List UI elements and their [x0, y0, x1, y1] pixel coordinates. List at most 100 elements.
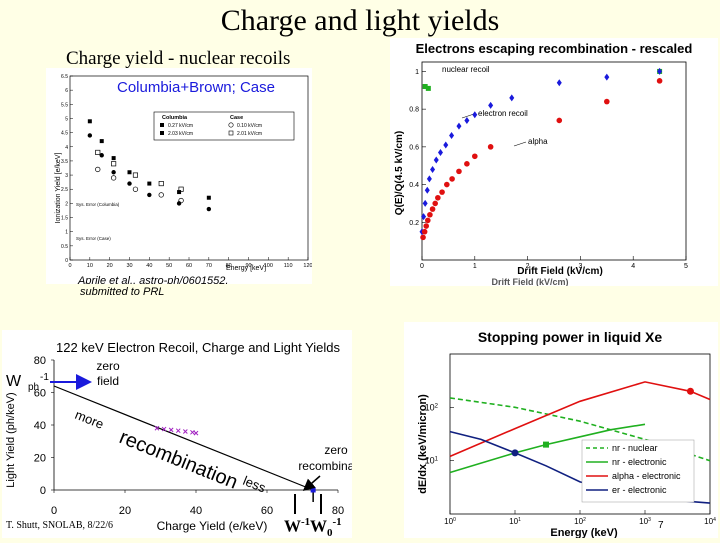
data-point	[158, 192, 164, 198]
stopping-x-label: Energy (keV)	[550, 527, 618, 538]
ionization-frame	[69, 75, 309, 261]
slide-title: Charge and light yields	[220, 4, 500, 37]
legend-swatch-c1	[160, 123, 164, 127]
data-point	[95, 149, 101, 155]
x-tick-label: 100	[264, 263, 273, 269]
data-point	[439, 189, 445, 195]
y-tick-label: 80	[34, 355, 46, 367]
ionization-chart: Columbia+Brown; Case 0 10 20 30 40 50 60 70 80 90…	[55, 74, 313, 287]
data-point	[556, 117, 563, 124]
data-point	[206, 195, 211, 200]
data-point	[127, 170, 132, 175]
y-tick-label: 3	[65, 173, 68, 179]
data-point	[464, 161, 470, 167]
data-point	[158, 181, 164, 187]
legend-nr-electronic: nr - electronic	[612, 457, 667, 467]
x-tick-label: 0	[51, 505, 57, 517]
label-electron-recoil: electron recoil	[478, 109, 528, 118]
data-point	[422, 199, 428, 207]
sys-error-case: Sys. Error (Case)	[76, 236, 111, 241]
data-point	[421, 228, 428, 235]
y-tick-label: 0.6	[409, 144, 419, 151]
data-point	[168, 427, 174, 433]
data-point	[429, 206, 436, 212]
data-point	[449, 132, 455, 140]
data-point	[443, 141, 449, 149]
anticorr-y-label: Light Yield (ph/keV)	[5, 392, 17, 487]
anticorr-chart: 122 keV Electron Recoil, Charge and Ligh…	[5, 340, 374, 533]
data-point	[472, 111, 478, 119]
data-point	[511, 449, 519, 457]
y-tick-label: 5.5	[61, 102, 68, 108]
x-tick-label: 80	[332, 505, 344, 517]
ionization-subheading: Columbia+Brown; Case	[117, 79, 275, 96]
data-point	[87, 119, 92, 124]
ionization-heading: Charge yield - nuclear recoils	[66, 48, 291, 69]
escape-y-label: Q(E)/Q(4.5 kV/cm)	[394, 131, 405, 215]
stopping-chart: Stopping power in liquid Xe 100 101 102 103…	[417, 329, 716, 539]
x-tick-label: 100	[444, 517, 456, 526]
data-point	[435, 194, 441, 201]
x-tick-label: 60	[186, 263, 192, 269]
data-point	[488, 101, 494, 109]
y-tick-label: 0.8	[409, 107, 419, 114]
y-axis-label: Ionization Yield [e/keV]	[55, 153, 62, 224]
y-tick-label: 102	[425, 402, 439, 412]
data-point	[424, 186, 430, 194]
data-point	[111, 156, 116, 161]
x-tick-label: 70	[206, 263, 212, 269]
x-tick-label: 30	[126, 263, 132, 269]
stopping-title: Stopping power in liquid Xe	[478, 329, 663, 345]
y-tick-label: 1	[65, 230, 68, 236]
legend-swatch-k1	[228, 122, 234, 128]
y-tick-label: 0	[40, 485, 46, 497]
legend-alpha: alpha - electronic	[612, 471, 681, 481]
y-tick-label: 1	[415, 69, 419, 76]
data-point	[427, 211, 433, 218]
data-point	[147, 192, 152, 198]
x-tick-label: 90	[245, 263, 251, 269]
legend-case: Case	[230, 115, 243, 121]
data-point	[182, 429, 188, 434]
legend-nr-nuclear: nr - nuclear	[612, 443, 658, 453]
zero-field-2: field	[97, 374, 119, 388]
y-tick-label: 4	[65, 145, 68, 151]
legend-er: er - electronic	[612, 485, 667, 495]
data-point	[449, 176, 455, 182]
data-point	[425, 85, 431, 91]
x-tick-label: 104	[704, 517, 716, 526]
legend-k2: 2.01 kV/cm	[237, 131, 262, 137]
data-point	[190, 429, 195, 435]
y-tick-label: 0.2	[409, 220, 419, 227]
data-point	[193, 430, 199, 436]
data-point	[161, 426, 167, 432]
series-line	[449, 381, 711, 458]
data-point	[206, 206, 212, 212]
y-tick-label: 0	[65, 258, 68, 264]
escape-frame	[421, 61, 687, 261]
x-tick-label: 102	[574, 517, 586, 526]
y-tick-label: 0.4	[409, 182, 419, 189]
y-tick-label: 1.5	[61, 216, 68, 222]
series-line	[449, 397, 711, 462]
w-bottom-tick	[294, 494, 296, 514]
data-point	[556, 79, 562, 87]
w0-bottom: W0-1	[310, 516, 342, 539]
y-tick-label: 20	[34, 453, 46, 465]
x-tick-label: 101	[509, 517, 521, 526]
data-point	[437, 149, 443, 157]
data-point	[430, 165, 436, 173]
x-tick-label: 0	[68, 263, 71, 269]
x-tick-label: 120	[303, 263, 312, 269]
data-point	[686, 387, 694, 395]
legend-columbia: Columbia	[162, 115, 188, 121]
x-tick-label: 5	[684, 263, 688, 270]
escape-x-label-duplicate: Drift Field (kV/cm)	[491, 277, 568, 286]
anticorr-x-label: Charge Yield (e/keV)	[157, 519, 268, 533]
citation-line1: Aprile et al., astro-ph/0601552,	[77, 275, 228, 284]
footer-credit: T. Shutt, SNOLAB, 8/22/6	[6, 520, 114, 531]
w-bottom: W-1	[284, 516, 310, 537]
legend-swatch-c2	[160, 131, 164, 135]
y-tick-label: 101	[425, 456, 439, 466]
data-point	[87, 133, 93, 138]
